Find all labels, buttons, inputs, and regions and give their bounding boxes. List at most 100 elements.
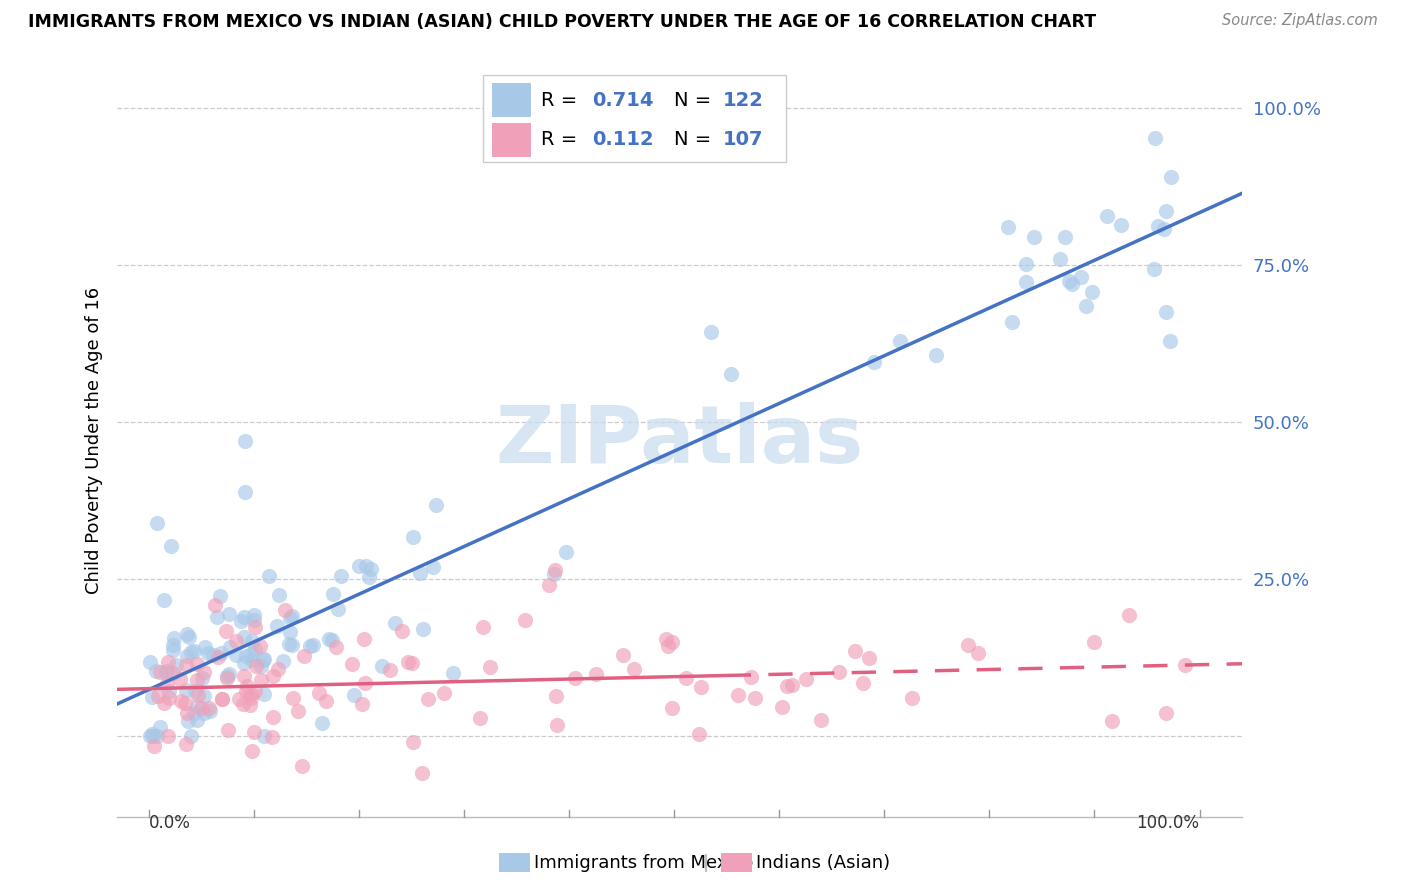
- Text: 0.714: 0.714: [592, 91, 654, 110]
- Point: [218, 607, 240, 621]
- Point: [160, 539, 183, 553]
- Point: [157, 655, 180, 669]
- Point: [277, 637, 299, 651]
- Point: [183, 644, 205, 658]
- Point: [176, 648, 198, 663]
- Point: [281, 609, 304, 624]
- Point: [218, 640, 240, 655]
- Point: [1049, 252, 1071, 266]
- Point: [170, 694, 193, 708]
- Point: [412, 622, 434, 636]
- Point: [257, 568, 280, 582]
- Point: [727, 688, 749, 702]
- Point: [260, 731, 283, 745]
- FancyBboxPatch shape: [482, 75, 786, 162]
- Point: [1057, 274, 1080, 288]
- Point: [478, 660, 501, 674]
- Text: N =: N =: [673, 130, 717, 149]
- Text: R =: R =: [541, 130, 583, 149]
- Point: [1154, 706, 1177, 720]
- Point: [207, 649, 229, 664]
- Point: [218, 667, 240, 681]
- Point: [232, 631, 254, 645]
- Point: [863, 355, 886, 369]
- Point: [233, 434, 256, 448]
- Point: [245, 620, 267, 634]
- Point: [174, 696, 197, 710]
- Point: [146, 689, 169, 703]
- Point: [1111, 218, 1133, 232]
- Point: [546, 718, 568, 732]
- Point: [180, 729, 202, 743]
- Point: [269, 588, 291, 602]
- Point: [402, 529, 425, 543]
- Point: [169, 672, 191, 686]
- Point: [266, 619, 288, 633]
- Point: [267, 661, 290, 675]
- Point: [1060, 277, 1083, 291]
- Point: [250, 673, 273, 687]
- Point: [292, 649, 315, 664]
- Point: [252, 652, 274, 666]
- Point: [740, 670, 762, 684]
- Point: [193, 640, 215, 654]
- Point: [145, 664, 167, 678]
- Text: N =: N =: [673, 91, 717, 110]
- Point: [281, 638, 304, 652]
- Point: [329, 569, 352, 583]
- Point: [215, 671, 238, 685]
- Point: [776, 679, 799, 693]
- Point: [1070, 269, 1092, 284]
- Point: [378, 664, 401, 678]
- Point: [1160, 169, 1182, 184]
- Point: [139, 729, 162, 743]
- Point: [281, 691, 304, 706]
- Point: [359, 569, 381, 583]
- Point: [162, 643, 184, 657]
- Point: [318, 632, 340, 647]
- Point: [174, 738, 197, 752]
- Point: [228, 691, 250, 706]
- Point: [242, 613, 264, 627]
- Point: [298, 640, 321, 654]
- Point: [543, 566, 565, 581]
- Point: [401, 656, 423, 670]
- Point: [186, 698, 208, 713]
- Point: [1118, 608, 1140, 623]
- Point: [187, 689, 209, 703]
- Point: [321, 633, 343, 648]
- Text: IMMIGRANTS FROM MEXICO VS INDIAN (ASIAN) CHILD POVERTY UNDER THE AGE OF 16 CORRE: IMMIGRANTS FROM MEXICO VS INDIAN (ASIAN)…: [28, 13, 1097, 31]
- Point: [149, 720, 172, 734]
- Point: [353, 632, 375, 646]
- Text: 122: 122: [723, 91, 763, 110]
- Point: [396, 655, 419, 669]
- Point: [211, 692, 233, 706]
- Point: [191, 671, 214, 685]
- Point: [564, 671, 586, 685]
- Point: [202, 648, 225, 662]
- Point: [225, 634, 247, 648]
- Point: [1054, 230, 1077, 244]
- Point: [186, 673, 208, 687]
- Point: [209, 646, 232, 660]
- Point: [471, 620, 494, 634]
- Point: [1174, 657, 1197, 672]
- Point: [700, 325, 723, 339]
- Point: [340, 657, 363, 672]
- Point: [176, 706, 198, 720]
- Point: [240, 633, 263, 648]
- Y-axis label: Child Poverty Under the Age of 16: Child Poverty Under the Age of 16: [86, 287, 103, 594]
- Point: [174, 682, 197, 697]
- Point: [720, 368, 742, 382]
- Point: [1154, 305, 1177, 319]
- Point: [197, 646, 219, 660]
- Point: [155, 666, 177, 681]
- Text: R =: R =: [541, 91, 583, 110]
- Point: [315, 694, 337, 708]
- Point: [149, 665, 172, 680]
- Point: [157, 684, 180, 698]
- Text: 100.0%: 100.0%: [1136, 814, 1199, 832]
- Point: [370, 658, 392, 673]
- Point: [240, 691, 263, 706]
- Point: [245, 642, 267, 657]
